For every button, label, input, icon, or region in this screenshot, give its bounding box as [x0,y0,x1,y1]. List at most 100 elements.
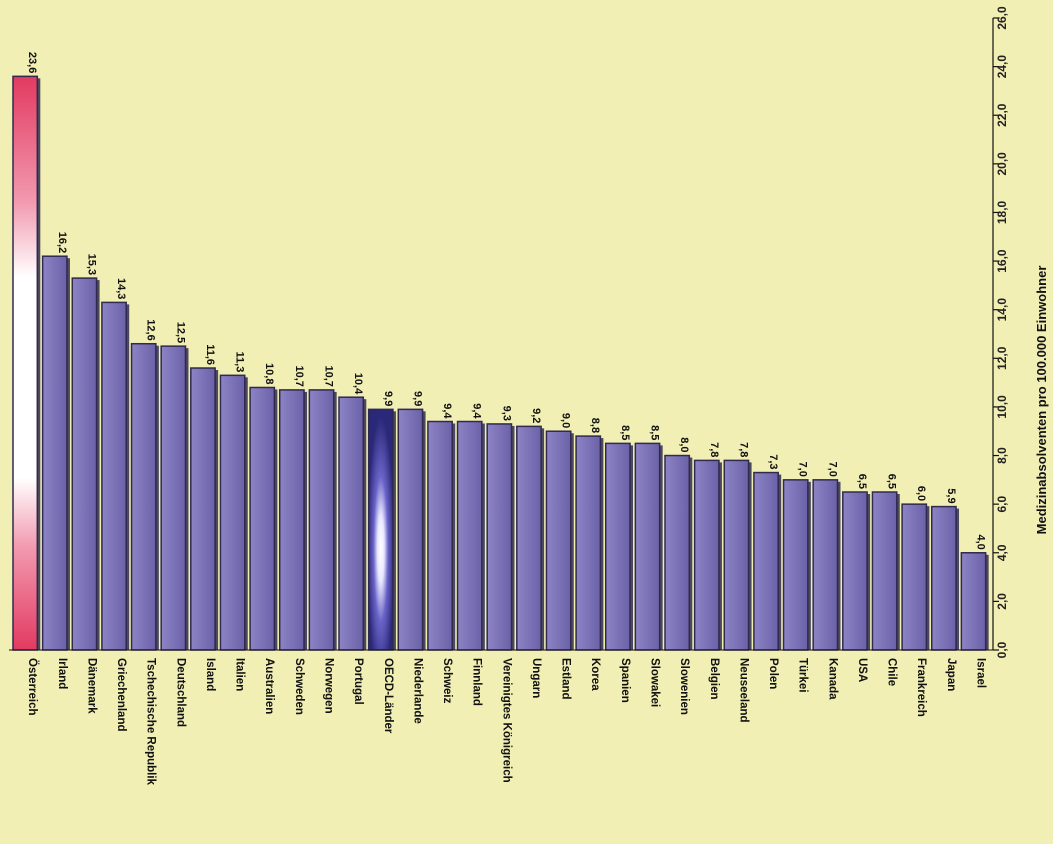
category-label: Israel [975,658,987,688]
bar-island [190,367,216,651]
value-label: 8,8 [589,418,601,433]
value-label: 14,3 [115,278,127,299]
tick-label: 26,0 [995,6,1009,30]
category-label: Spanien [619,658,631,703]
value-label: 12,5 [174,322,186,343]
category-label: Polen [767,658,779,689]
bar-polen [753,471,779,651]
category-label: Italien [234,658,246,691]
tick-label: 20,0 [995,152,1009,176]
bar-niederlande [397,408,424,651]
bar-neuseeland [723,459,750,651]
bar-frankreich [901,503,928,651]
value-label: 15,3 [85,254,97,275]
bar-finnland [456,420,483,651]
tick-label: 14,0 [995,298,1009,322]
value-label: 9,9 [382,391,394,406]
bar-oecd-länder [367,408,394,651]
category-label: Finnland [471,658,483,706]
category-label: Slowenien [678,658,690,715]
value-label: 5,9 [945,488,957,503]
bar-tschechische-republik [130,342,157,651]
bars-group [12,75,989,651]
bar-italien [219,374,246,651]
value-label: 6,5 [856,474,868,489]
value-axis: 0,0 2,0 4,0 6,0 8,0 10,0 12,0 14,0 16,0 18,0 20,0 2… [9,6,1009,658]
category-label: Deutschland [174,658,186,727]
value-label: 10,4 [352,373,364,395]
value-label: 9,4 [441,403,453,419]
bar-irland [41,255,68,651]
bar-japan [930,505,957,651]
category-label: Schweden [293,658,305,715]
category-label: USA [856,658,868,682]
value-label: 23,6 [26,52,38,73]
tick-label: 8,0 [995,447,1009,464]
value-label: 11,6 [204,344,216,365]
value-label: 10,7 [293,365,305,386]
category-label: Neuseeland [737,658,749,723]
category-label: Türkei [797,658,809,693]
category-label: Irland [56,658,68,689]
value-label: 11,3 [234,352,246,373]
value-label: 10,8 [263,363,275,384]
value-labels-group: 23,6 16,2 15,3 14,3 12,6 12,5 11,6 11,3 10,8 10,7… [26,52,986,550]
category-label: Chile [886,658,898,686]
value-label: 9,3 [500,406,512,421]
bar-usa [842,491,868,651]
bar-deutschland [160,345,187,651]
bar-norwegen [308,389,335,651]
bar-belgien [693,459,720,651]
value-label: 4,0 [975,534,987,549]
value-label: 9,2 [530,408,542,423]
tick-label: 22,0 [995,103,1009,127]
bar-slowakei [634,442,661,651]
value-label: 7,8 [708,442,720,457]
value-label: 7,3 [767,454,779,469]
category-label: Vereinigtes Königreich [500,658,512,783]
category-label: Portugal [352,658,364,705]
category-label: Kanada [826,658,838,700]
value-label: 16,2 [56,232,68,253]
value-label: 8,0 [678,437,690,452]
value-label: 9,4 [471,403,483,419]
tick-label: 16,0 [995,249,1009,273]
value-label: 8,5 [619,425,631,440]
bar-chile [871,491,898,651]
category-labels-group: Österreich Irland Dänemark Griechenland Tsch… [26,658,986,786]
tick-label: 0,0 [995,641,1009,658]
category-label: OECD-Länder [382,658,394,734]
bar-griechenland [101,301,127,651]
bar-israel [960,552,987,651]
value-label: 7,0 [826,462,838,477]
category-label: Australien [263,658,275,714]
bar-österreich [12,75,39,651]
value-label: 8,5 [649,425,661,440]
tick-label: 4,0 [995,544,1009,561]
category-label: Belgien [708,658,720,700]
category-label: Estland [560,658,572,700]
tick-label: 24,0 [995,55,1009,79]
category-label: Österreich [26,658,39,716]
bar-dänemark [71,277,98,651]
tick-label: 18,0 [995,200,1009,224]
bar-estland [545,430,572,651]
value-label: 12,6 [145,319,157,340]
category-label: Slowakei [649,658,661,707]
category-label: Dänemark [85,658,97,714]
value-label: 7,8 [737,442,749,457]
value-label: 6,5 [886,474,898,489]
tick-label: 10,0 [995,395,1009,419]
bar-korea [575,435,602,651]
tick-label: 6,0 [995,495,1009,512]
category-label: Tschechische Republik [145,658,157,786]
category-label: Niederlande [411,658,423,724]
value-label: 9,9 [411,391,423,406]
category-label: Norwegen [323,658,335,714]
bar-australien [249,386,276,651]
bar-türkei [782,479,809,651]
bar-slowenien [664,454,691,651]
bar-portugal [338,396,365,651]
bar-schweden [278,389,305,651]
